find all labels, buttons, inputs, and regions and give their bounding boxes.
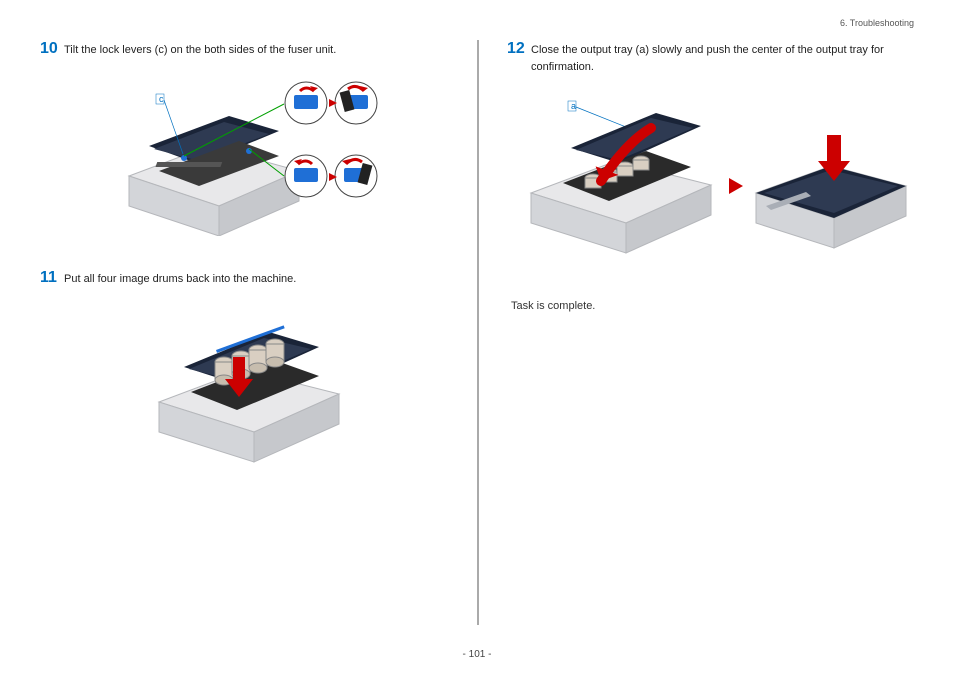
step-text: Close the output tray (a) slowly and pus… <box>531 40 914 75</box>
step-11: 11 Put all four image drums back into th… <box>40 269 457 288</box>
step-text: Tilt the lock levers (c) on the both sid… <box>64 40 336 59</box>
page-number: - 101 - <box>0 649 954 660</box>
callout-a: a <box>571 101 576 111</box>
task-complete-text: Task is complete. <box>511 300 914 312</box>
figure-step12: a <box>507 90 914 270</box>
step-text: Put all four image drums back into the m… <box>64 269 296 288</box>
step-10: 10 Tilt the lock levers (c) on the both … <box>40 40 457 59</box>
printer-drums-illustration <box>139 302 359 472</box>
right-column: 12 Close the output tray (a) slowly and … <box>477 0 954 675</box>
manual-page: 6. Troubleshooting 10 Tilt the lock leve… <box>0 0 954 675</box>
callout-c: c <box>159 94 164 104</box>
step-12: 12 Close the output tray (a) slowly and … <box>507 40 914 75</box>
printer-close-tray-illustration: a <box>511 93 911 268</box>
step-number: 11 <box>40 269 64 287</box>
arrow-right-icon <box>729 178 743 194</box>
printer-levers-illustration: c <box>99 76 399 236</box>
figure-step10: c <box>40 74 457 239</box>
left-column: 10 Tilt the lock levers (c) on the both … <box>0 0 477 675</box>
step-number: 12 <box>507 40 531 58</box>
figure-step11 <box>40 302 457 472</box>
step-number: 10 <box>40 40 64 58</box>
